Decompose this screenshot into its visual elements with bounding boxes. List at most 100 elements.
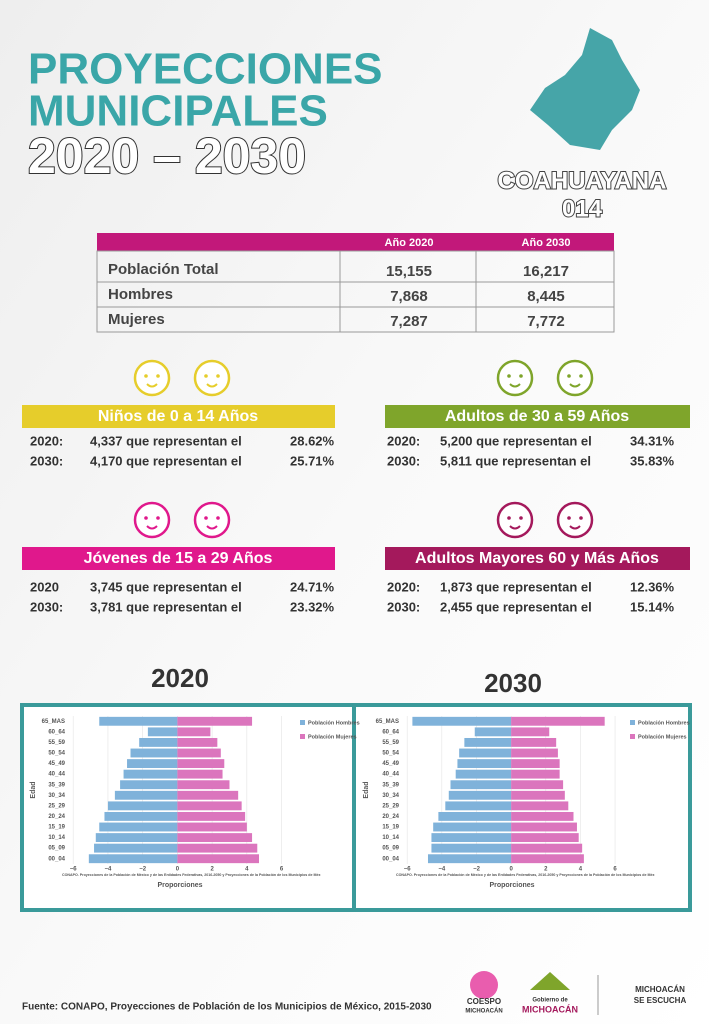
- x-tick-label: −4: [105, 867, 113, 873]
- y-tick-label: 35_39: [382, 782, 399, 788]
- y-tick-label: 00_04: [382, 856, 399, 862]
- face-eye: [156, 516, 160, 520]
- group-title: Niños de 0 a 14 Años: [98, 408, 258, 425]
- face-eye: [216, 374, 220, 378]
- bar: [511, 811, 574, 821]
- bar: [99, 716, 178, 726]
- bar: [511, 801, 569, 811]
- y-tick-label: 10_14: [48, 835, 65, 841]
- group-year: 2020:: [387, 579, 420, 594]
- bar: [177, 790, 239, 800]
- group-percent: 35.83%: [630, 453, 675, 468]
- y-tick-label: 45_49: [48, 761, 65, 767]
- bar: [412, 716, 512, 726]
- face-eye: [144, 516, 148, 520]
- group-percent: 15.14%: [630, 599, 675, 614]
- bar: [511, 727, 550, 737]
- y-tick-label: 40_44: [48, 772, 65, 778]
- x-axis-label: Proporciones: [157, 882, 202, 889]
- logo-text: COESPO: [467, 997, 501, 1006]
- y-tick-label: 65_MAS: [42, 719, 65, 725]
- face-icon: [193, 359, 231, 397]
- logo-text: MICHOACÁN: [522, 1004, 578, 1014]
- x-tick-label: 4: [245, 867, 249, 873]
- face-mouth: [569, 383, 581, 388]
- bar: [177, 833, 253, 843]
- x-tick-label: 0: [509, 867, 513, 873]
- x-tick-label: 0: [176, 867, 180, 873]
- face-mouth: [206, 383, 218, 388]
- face-eye: [519, 374, 523, 378]
- logo-text: MICHOACÁN: [635, 985, 685, 994]
- group-count: 4,170 que representan el: [90, 453, 242, 468]
- bar: [450, 780, 512, 790]
- bar: [448, 790, 512, 800]
- column-header: Año 2030: [522, 237, 571, 249]
- bar: [511, 769, 560, 779]
- group-title: Adultos de 30 a 59 Años: [445, 408, 629, 425]
- bar: [94, 843, 178, 853]
- x-tick-label: −6: [70, 867, 78, 873]
- bar: [130, 748, 178, 758]
- bar: [445, 801, 512, 811]
- group-count: 5,200 que representan el: [440, 433, 592, 448]
- group-year: 2020: [30, 579, 59, 594]
- face-eye: [567, 516, 571, 520]
- logos: COESPO MICHOACÁN Gobierno de MICHOACÁN M…: [465, 971, 686, 1015]
- face-eye: [216, 516, 220, 520]
- bar: [433, 822, 512, 832]
- face-icon: [496, 501, 534, 539]
- bar: [464, 737, 512, 747]
- bar: [511, 748, 558, 758]
- face-eye: [579, 516, 583, 520]
- group-year: 2030:: [30, 453, 63, 468]
- chart-note: CONAPO. Proyecciones de la Población de …: [62, 873, 320, 877]
- cell: 7,868: [390, 288, 428, 305]
- face-eye: [204, 374, 208, 378]
- face-eye: [204, 516, 208, 520]
- bar: [511, 843, 583, 853]
- bar: [177, 759, 225, 769]
- y-tick-label: 60_64: [382, 729, 399, 735]
- face-eye: [519, 516, 523, 520]
- bar: [147, 727, 178, 737]
- bar: [123, 769, 178, 779]
- row-label: Mujeres: [108, 311, 165, 328]
- group-count: 4,337 que representan el: [90, 433, 242, 448]
- face-eye: [156, 374, 160, 378]
- group-percent: 24.71%: [290, 579, 335, 594]
- table-frame: [96, 250, 615, 333]
- bar: [177, 737, 218, 747]
- group-year: 2020:: [30, 433, 63, 448]
- logo-icon: [530, 972, 570, 990]
- bar: [177, 854, 260, 864]
- cell: 15,155: [386, 263, 432, 280]
- legend-swatch: [630, 734, 635, 739]
- face-mouth: [569, 525, 581, 530]
- group-count: 3,781 que representan el: [90, 599, 242, 614]
- y-tick-label: 30_34: [48, 793, 65, 799]
- group-count: 2,455 que representan el: [440, 599, 592, 614]
- bar: [511, 716, 605, 726]
- bar: [459, 748, 512, 758]
- map: [530, 28, 640, 150]
- bar: [88, 854, 178, 864]
- group-count: 1,873 que representan el: [440, 579, 592, 594]
- logo-text: SE ESCUCHA: [634, 996, 687, 1005]
- bar: [511, 790, 565, 800]
- bar: [431, 833, 512, 843]
- y-tick-label: 30_34: [382, 793, 399, 799]
- face-eye: [579, 374, 583, 378]
- group-title: Adultos Mayores 60 y Más Años: [415, 550, 659, 567]
- legend-label: Población Hombres: [308, 720, 360, 726]
- y-tick-label: 40_44: [382, 772, 399, 778]
- group-percent: 23.32%: [290, 599, 335, 614]
- y-tick-label: 50_54: [382, 751, 399, 757]
- y-tick-label: 15_19: [382, 825, 399, 831]
- x-tick-label: −4: [438, 867, 446, 873]
- face-eye: [507, 374, 511, 378]
- face-icon: [556, 501, 594, 539]
- bar: [120, 780, 178, 790]
- y-tick-label: 65_MAS: [376, 719, 399, 725]
- face-mouth: [509, 525, 521, 530]
